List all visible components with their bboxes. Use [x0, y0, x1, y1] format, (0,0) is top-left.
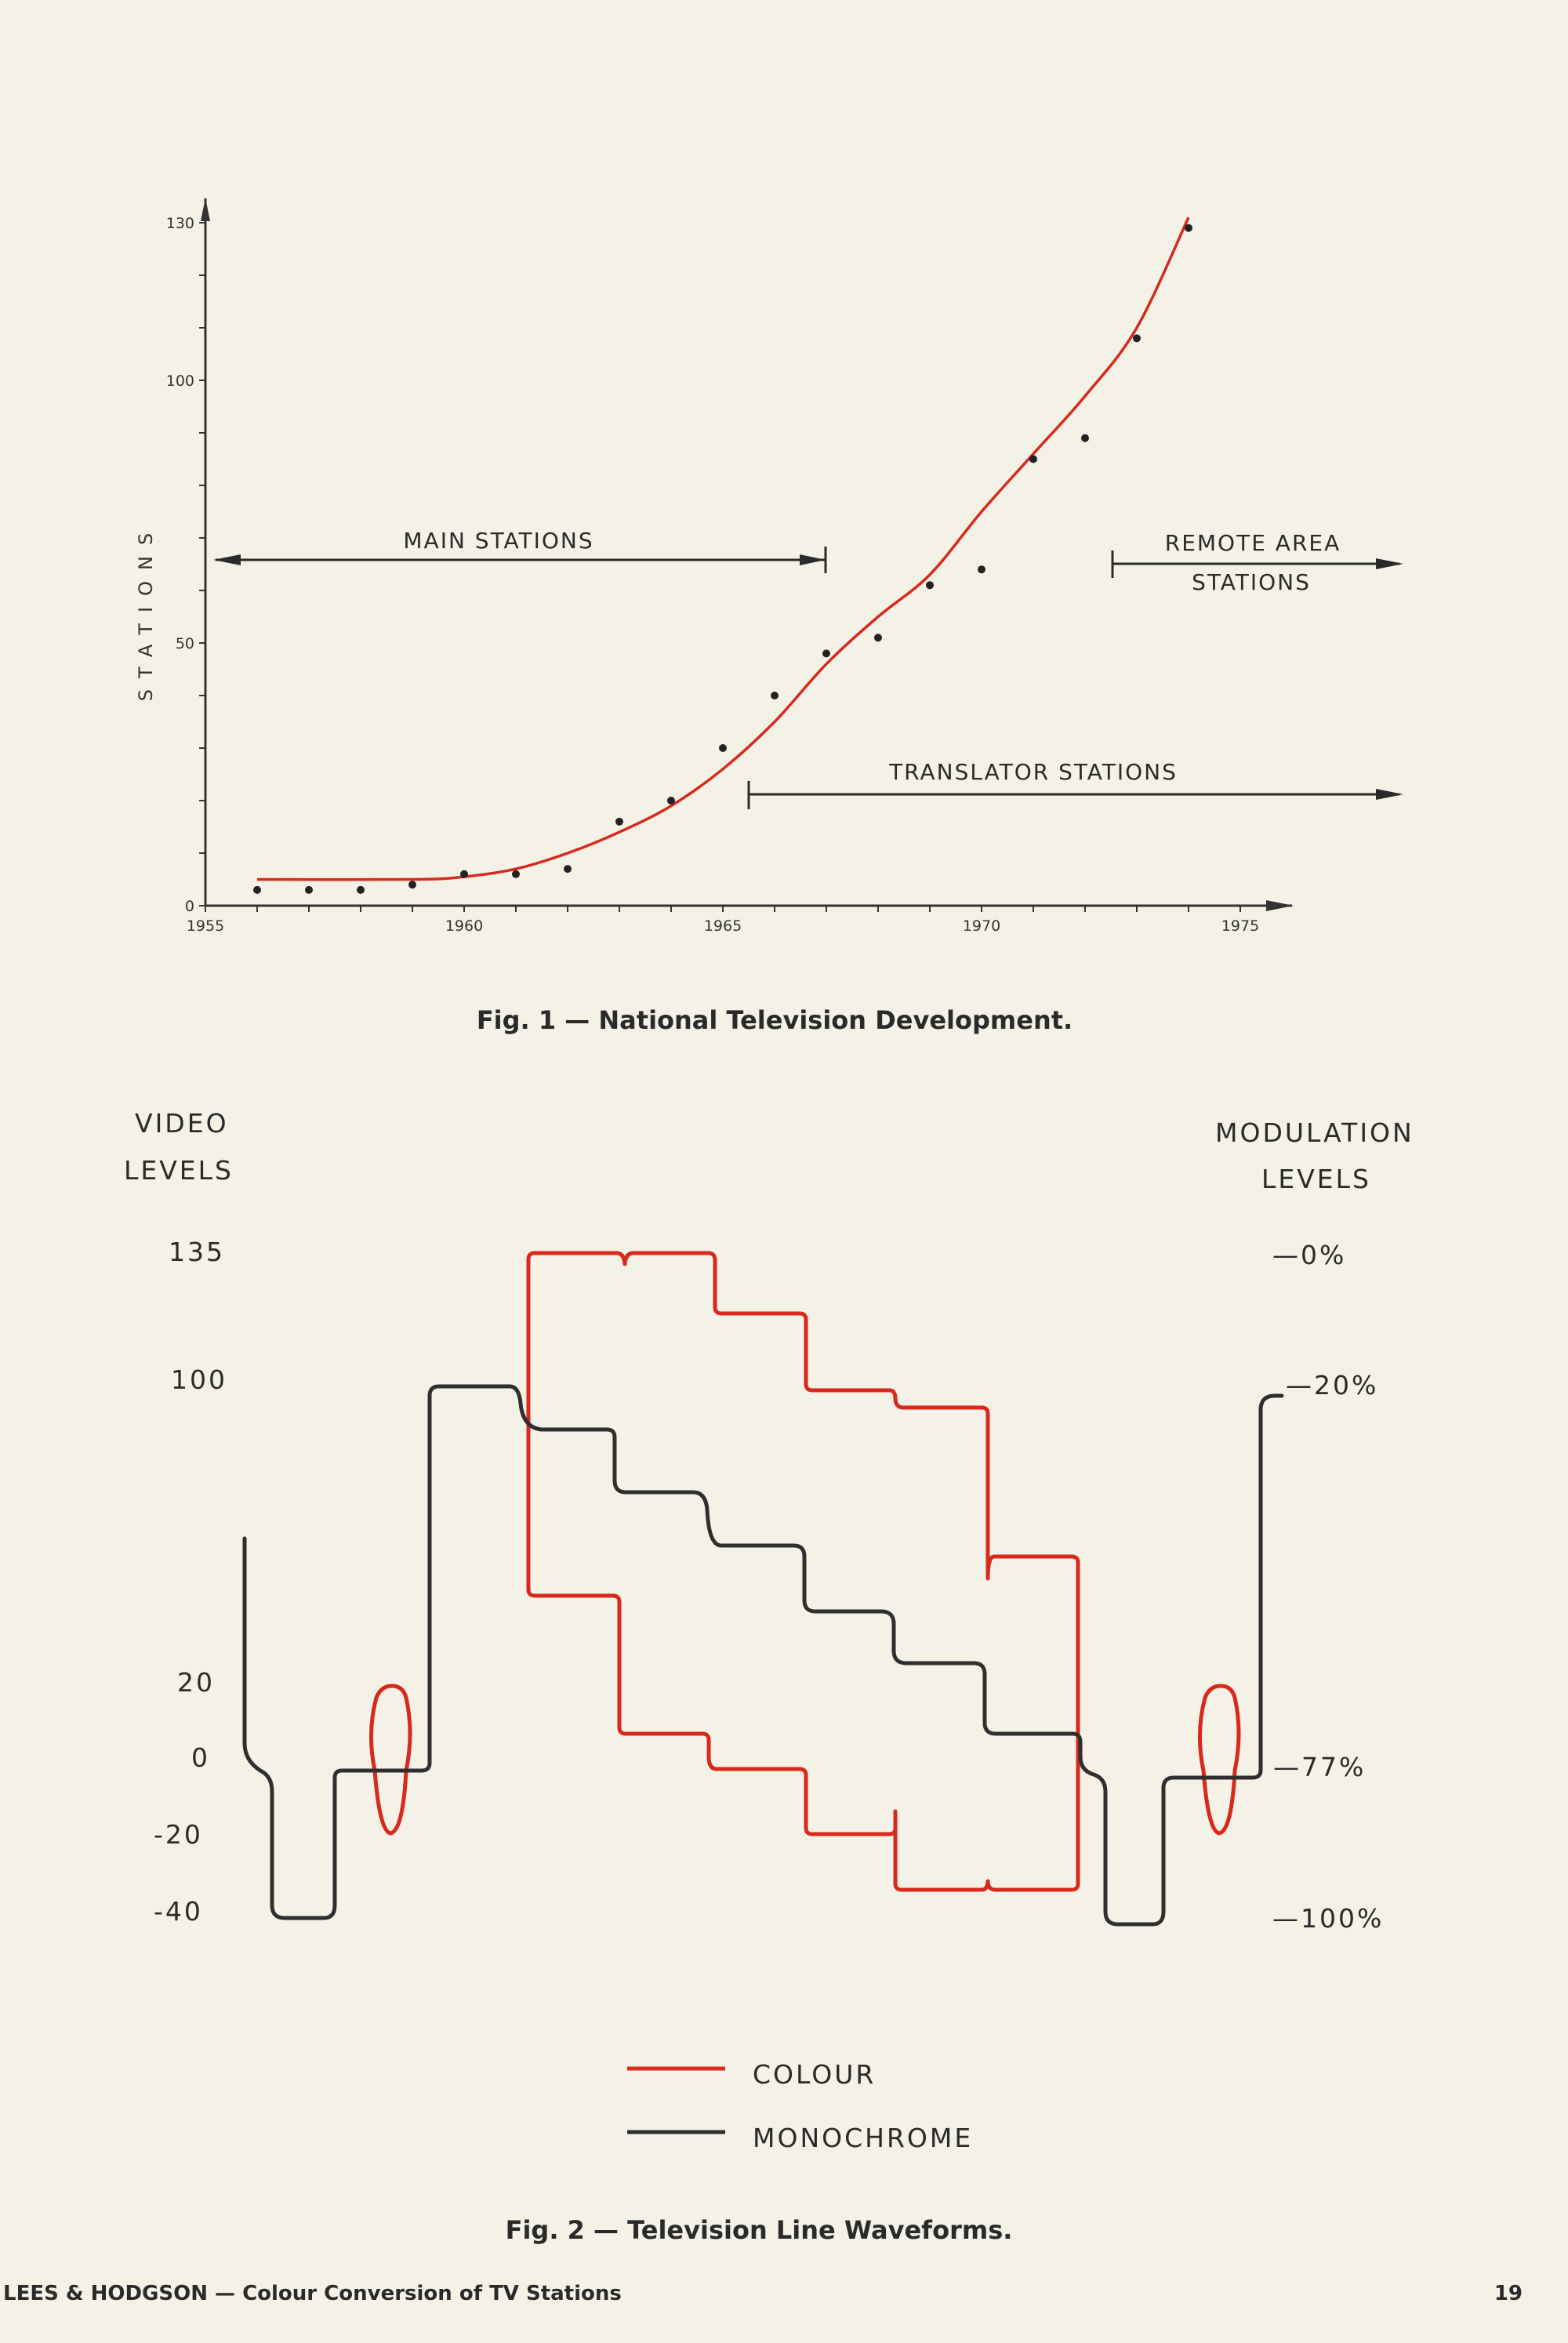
fig1-data-points [253, 223, 1192, 894]
legend-mono-label: MONOCHROME [753, 2123, 973, 2153]
video-level-20: 20 [177, 1667, 215, 1698]
fig1-data-point [512, 870, 520, 878]
fig1-x-tick-label: 1975 [1221, 917, 1259, 935]
main-stations-range: MAIN STATIONS [213, 528, 827, 573]
fig1-data-point [253, 885, 261, 894]
fig1-data-point [564, 865, 572, 874]
modulation-level-77: —77% [1273, 1752, 1366, 1782]
colour-waveform [369, 1251, 1241, 1892]
fig1-data-point [874, 634, 882, 642]
fig1-data-point [305, 885, 313, 894]
fig2-caption: Fig. 2 — Television Line Waveforms. [506, 2215, 1013, 2245]
fig1-data-point [1185, 223, 1192, 232]
fig1-data-point [771, 692, 779, 699]
remote-area-label-1: REMOTE AREA [1165, 530, 1341, 556]
fig1-data-point [615, 817, 623, 826]
video-level-100: 100 [171, 1364, 227, 1395]
modulation-level-labels: —0% —20% —77% —100% [1272, 1240, 1384, 1934]
fig1-y-label: STATIONS [135, 522, 157, 701]
page-number: 19 [1494, 2282, 1523, 2305]
fig1-y-axis-arrow [201, 198, 210, 221]
main-stations-label: MAIN STATIONS [403, 528, 593, 554]
video-level-labels: 135 100 20 0 -20 -40 [154, 1237, 227, 1927]
translator-label: TRANSLATOR STATIONS [888, 759, 1178, 785]
fig1-data-point [719, 744, 727, 752]
video-level-0: 0 [191, 1742, 210, 1773]
video-level-minus20: -20 [154, 1819, 203, 1850]
fig1-data-point [978, 565, 985, 574]
fig1-y-tick-label: 130 [166, 215, 194, 232]
fig1-data-point [926, 581, 934, 590]
remote-area-label-2: STATIONS [1192, 569, 1311, 595]
fig2-waveforms: VIDEO LEVELS MODULATION LEVELS 135 100 2… [124, 1108, 1414, 2153]
footer-running-title: LEES & HODGSON — Colour Conversion of TV… [3, 2282, 622, 2305]
fig1-y-tick-label: 100 [166, 372, 194, 390]
fig1-data-point [460, 870, 468, 878]
fig1-x-tick-label: 1955 [187, 917, 224, 935]
modulation-levels-title-2: LEVELS [1261, 1164, 1371, 1194]
video-level-135: 135 [169, 1237, 225, 1267]
fig1-data-point [667, 797, 675, 805]
fig1-x-tick-label: 1965 [704, 917, 742, 935]
fig1-data-point [1133, 334, 1141, 343]
video-levels-title-2: LEVELS [124, 1155, 234, 1186]
fig1-x-tick-label: 1960 [445, 917, 483, 935]
fig1-x-tick-label: 1970 [963, 917, 1000, 935]
video-level-minus40: -40 [154, 1896, 203, 1927]
modulation-level-100: —100% [1272, 1903, 1384, 1934]
monochrome-waveform [242, 1384, 1284, 1927]
video-levels-title-1: VIDEO [135, 1108, 229, 1139]
fig1-trend-line [256, 216, 1190, 881]
fig1-y-ticks: 0 50 100 130 [166, 215, 205, 915]
modulation-level-20: —20% [1286, 1370, 1378, 1400]
remote-area-range: REMOTE AREA STATIONS [1111, 530, 1403, 595]
legend-colour-label: COLOUR [753, 2059, 876, 2090]
fig1-data-point [1081, 434, 1089, 442]
fig2-legend: COLOUR MONOCHROME [627, 2059, 973, 2153]
modulation-levels-title-1: MODULATION [1215, 1117, 1414, 1148]
fig1-x-axis-arrow [1266, 900, 1294, 911]
translator-range: TRANSLATOR STATIONS [747, 759, 1403, 809]
fig1-y-tick-label: 0 [185, 898, 194, 915]
fig1-data-point [822, 649, 830, 658]
fig1-y-tick-label: 50 [176, 635, 194, 652]
modulation-level-0: —0% [1272, 1240, 1346, 1270]
fig1-x-ticks: 1955 1960 1965 1970 1975 [187, 906, 1259, 935]
fig1-caption: Fig. 1 — National Television Development… [477, 1005, 1073, 1035]
fig1-data-point [1029, 455, 1037, 463]
fig1-data-point [357, 885, 365, 894]
fig1-data-point [408, 881, 416, 889]
